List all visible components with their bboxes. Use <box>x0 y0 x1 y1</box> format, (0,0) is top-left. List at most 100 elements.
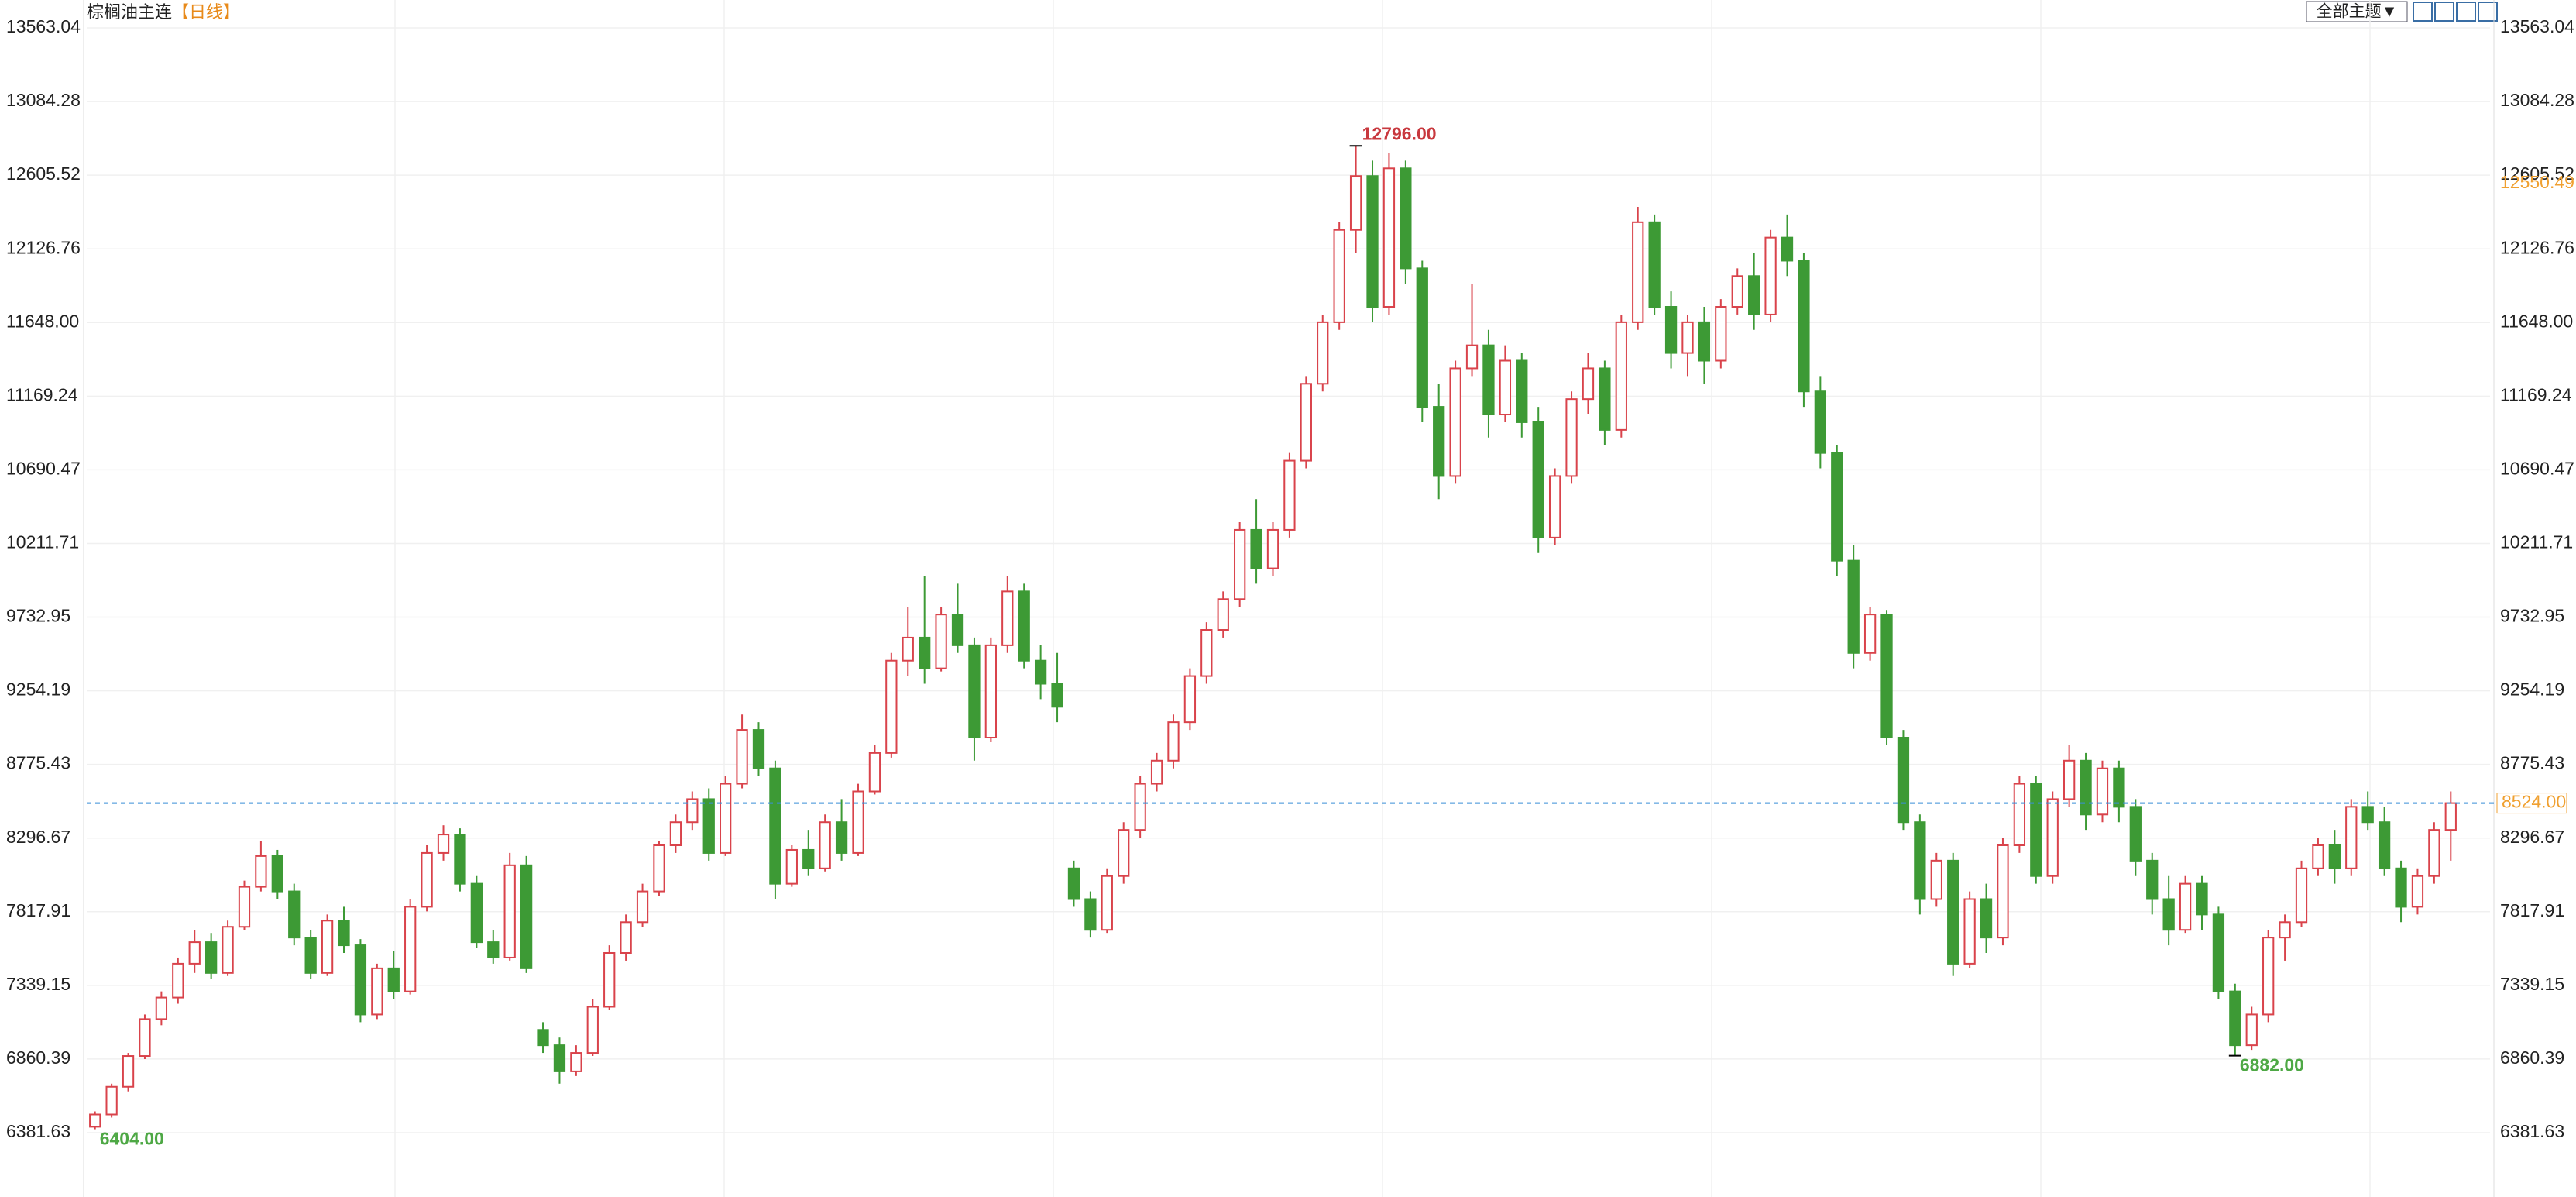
candle-body <box>984 644 998 739</box>
candle-body <box>2196 882 2208 916</box>
candle-body <box>2312 844 2324 869</box>
candle-body <box>2063 759 2076 800</box>
theme-button-label[interactable]: 全部主题▼ <box>2317 3 2398 21</box>
candle-body <box>404 906 417 992</box>
candle-body <box>1101 875 1113 931</box>
candle-body <box>2129 806 2142 862</box>
candle-body <box>919 636 931 669</box>
candle-body <box>1266 528 1279 569</box>
y-tick-label: 13084.28 <box>6 90 81 110</box>
y2-tick-label: 9732.95 <box>2500 606 2564 626</box>
y2-tick-label: 7339.15 <box>2500 974 2564 994</box>
candle-body <box>1283 459 1296 531</box>
candle-body <box>1183 675 1197 724</box>
candle-body <box>2262 937 2275 1016</box>
candle-body <box>2096 767 2109 816</box>
y2-tick-label: 9254.19 <box>2500 679 2564 700</box>
candle-body <box>902 636 914 662</box>
candle-body <box>1382 167 1396 308</box>
y-tick-label: 7339.15 <box>6 974 70 994</box>
tool-icon[interactable] <box>2456 2 2476 22</box>
candle-body <box>620 921 632 954</box>
tool-icon[interactable] <box>2434 2 2454 22</box>
candle-body <box>1250 528 1262 569</box>
candle-body <box>155 996 168 1020</box>
y2-tick-label: 13563.04 <box>2500 16 2574 36</box>
candle-body <box>1664 306 1678 354</box>
candle-body <box>636 890 649 924</box>
y2-tick-label: 8775.43 <box>2500 753 2564 773</box>
candle-body <box>2328 844 2341 869</box>
y2-tick-label: 11648.00 <box>2500 311 2573 331</box>
y2-tick-label: 12605.52 <box>2500 163 2574 184</box>
candle-body <box>487 941 500 958</box>
candle-body <box>2395 867 2407 908</box>
theme-button[interactable] <box>2306 1 2408 22</box>
y-tick-label: 8775.43 <box>6 753 70 773</box>
candle-body <box>736 729 748 785</box>
candle-body <box>1615 321 1627 431</box>
y-tick-label: 10690.47 <box>6 458 81 478</box>
candle-body <box>1516 359 1528 423</box>
candle-body <box>421 851 433 908</box>
period-label: 【日线】 <box>172 2 240 22</box>
chart-title: 棕榈油主连 <box>87 2 172 22</box>
candle-body <box>2428 829 2440 877</box>
candle-body <box>1947 859 1959 965</box>
candle-body <box>1814 390 1826 454</box>
start-label: 6404.00 <box>100 1129 164 1149</box>
y2-tick-label: 12126.76 <box>2500 237 2574 257</box>
candle-body <box>1930 859 1942 900</box>
candle-body <box>852 790 864 854</box>
candle-body <box>1681 321 1694 354</box>
candle-body <box>437 834 450 854</box>
candle-body <box>2212 913 2225 992</box>
candle-body <box>1831 452 1843 562</box>
candle-body <box>387 967 400 992</box>
candle-body <box>2345 806 2358 869</box>
y2-tick-label: 11169.24 <box>2500 384 2572 404</box>
candle-body <box>1433 406 1445 477</box>
cursor-price-label: 12550.49 <box>2500 172 2574 192</box>
candle-body <box>1234 528 1246 600</box>
y-tick-label: 9254.19 <box>6 679 70 700</box>
candle-body <box>537 1029 549 1047</box>
candle-body <box>122 1055 135 1088</box>
candle-body <box>802 848 815 869</box>
candle-body <box>1748 275 1760 315</box>
y-tick-label: 8296.67 <box>6 827 70 847</box>
candle-body <box>752 729 765 769</box>
candle-body <box>139 1018 151 1058</box>
candle-body <box>1997 844 2009 939</box>
last-price-label: 8524.00 <box>2502 792 2566 812</box>
candle-body <box>2229 990 2241 1047</box>
y-tick-label: 11648.00 <box>6 311 79 331</box>
candle-body <box>2279 921 2291 939</box>
candle-body <box>1150 759 1163 785</box>
candle-body <box>2245 1013 2258 1047</box>
candle-body <box>835 821 848 854</box>
candle-body <box>1366 175 1379 308</box>
y2-tick-label: 8296.67 <box>2500 827 2564 847</box>
candle-body <box>1217 598 1229 631</box>
candle-body <box>1333 229 1345 323</box>
candle-body <box>454 834 466 885</box>
candle-body <box>205 941 218 974</box>
candle-body <box>819 821 831 869</box>
candle-body <box>89 1113 101 1128</box>
candle-body <box>1084 898 1097 931</box>
candle-body <box>1051 683 1063 708</box>
candle-body <box>885 659 898 754</box>
candle-body <box>1034 659 1047 685</box>
candle-body <box>1300 383 1312 462</box>
candle-body <box>470 882 483 944</box>
candle-body <box>321 920 334 974</box>
candle-body <box>951 614 964 646</box>
tool-icon[interactable] <box>2413 2 2433 22</box>
y-tick-label: 7817.91 <box>6 900 70 920</box>
candle-body <box>2146 859 2159 900</box>
candle-body <box>222 926 234 974</box>
candle-body <box>1963 898 1976 965</box>
candle-body <box>255 855 267 888</box>
